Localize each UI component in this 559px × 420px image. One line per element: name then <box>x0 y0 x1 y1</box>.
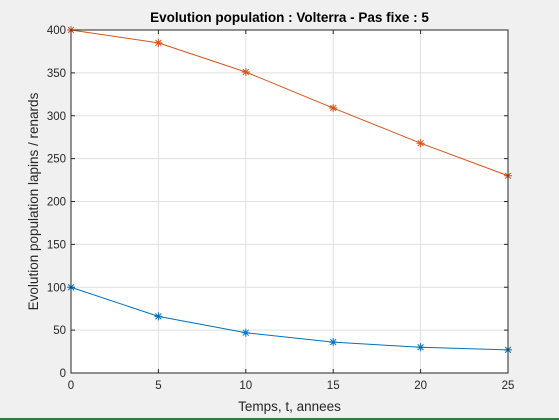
y-axis-label: Evolution population lapins / renards <box>26 92 41 310</box>
y-tick-label: 300 <box>47 111 66 123</box>
y-tick-label: 350 <box>47 68 66 80</box>
series-line <box>70 29 509 177</box>
x-tick-label: 5 <box>155 380 161 392</box>
data-point-marker <box>241 68 250 77</box>
x-tick-label: 0 <box>68 380 74 392</box>
y-tick-label: 150 <box>47 239 66 251</box>
y-tick-label: 50 <box>53 325 66 337</box>
y-tick-label: 100 <box>47 282 66 294</box>
x-tick-label: 15 <box>327 380 340 392</box>
x-tick-label: 10 <box>239 380 252 392</box>
y-tick-label: 0 <box>60 368 66 380</box>
axes-border <box>70 29 509 374</box>
series-line <box>70 286 509 351</box>
data-point-marker <box>416 343 425 352</box>
x-tick-label: 25 <box>502 380 515 392</box>
data-point-marker <box>241 328 250 337</box>
data-point-marker <box>329 338 338 347</box>
data-point-marker <box>154 38 163 47</box>
y-tick-label: 200 <box>47 197 66 209</box>
y-tick-label: 250 <box>47 154 66 166</box>
x-axis-label: Temps, t, annees <box>238 399 341 414</box>
x-tick-label: 20 <box>414 380 427 392</box>
data-point-marker <box>416 139 425 148</box>
window-bottom-edge <box>0 418 559 420</box>
data-point-marker <box>329 104 338 113</box>
y-tick-label: 400 <box>47 25 66 37</box>
chart-title: Evolution population : Volterra - Pas fi… <box>150 10 429 25</box>
data-point-marker <box>154 312 163 321</box>
